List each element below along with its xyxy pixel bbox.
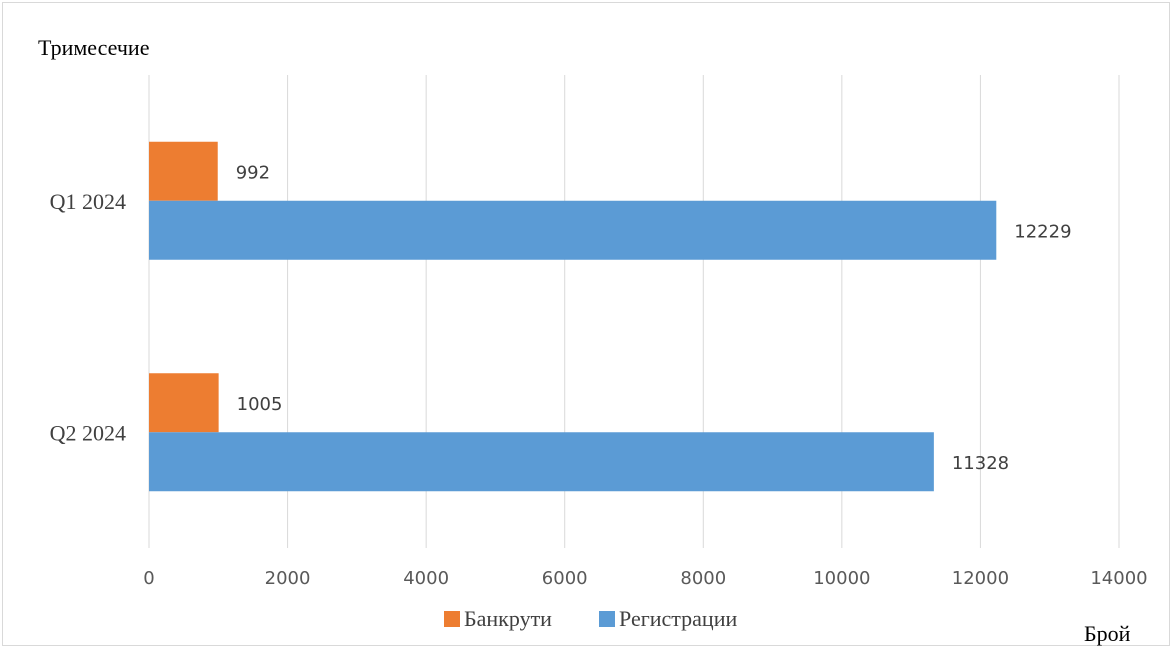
data-label: 11328 — [952, 453, 1009, 474]
x-tick-label: 6000 — [542, 568, 588, 589]
y-axis-title: Тримесечие — [38, 35, 149, 60]
x-axis-title: Брой — [1084, 621, 1131, 646]
x-tick-labels: 0 2000 4000 6000 8000 10000 12000 14000 — [143, 568, 1147, 589]
data-label: 992 — [236, 162, 270, 183]
bars — [149, 141, 997, 492]
bar-registrations — [149, 200, 997, 260]
legend-label-registrations: Регистрации — [619, 606, 737, 631]
x-tick-label: 0 — [143, 568, 154, 589]
legend-swatch-registrations — [599, 611, 615, 627]
x-tick-label: 8000 — [680, 568, 726, 589]
legend-label-bankruptcies: Банкрути — [464, 606, 552, 631]
bar-bankruptcies — [149, 373, 219, 433]
legend-swatch-bankruptcies — [444, 611, 460, 627]
x-tick-label: 14000 — [1090, 568, 1147, 589]
x-tick-label: 4000 — [403, 568, 449, 589]
x-tick-label: 2000 — [265, 568, 311, 589]
data-label: 1005 — [237, 394, 283, 415]
category-label: Q2 2024 — [50, 420, 126, 445]
category-labels: Q1 2024 Q2 2024 — [50, 189, 126, 446]
category-label: Q1 2024 — [50, 189, 126, 214]
legend: Банкрути Регистрации — [444, 606, 737, 631]
data-label: 12229 — [1014, 221, 1071, 242]
bar-bankruptcies — [149, 141, 218, 201]
x-tick-label: 10000 — [813, 568, 870, 589]
x-tick-label: 12000 — [952, 568, 1009, 589]
bar-registrations — [149, 432, 934, 492]
data-labels: 992 12229 1005 11328 — [236, 162, 1072, 474]
